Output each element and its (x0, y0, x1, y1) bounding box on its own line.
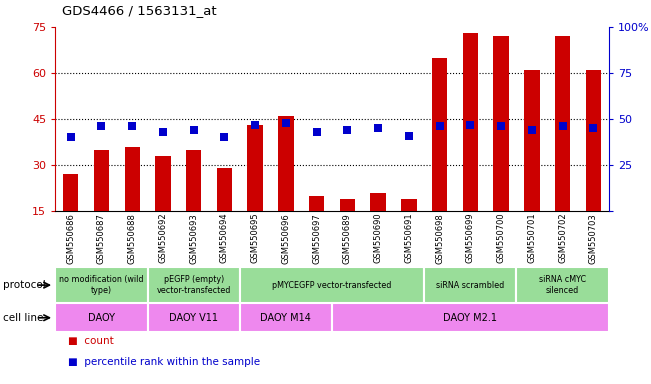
Text: ■  percentile rank within the sample: ■ percentile rank within the sample (68, 357, 260, 367)
Text: GSM550697: GSM550697 (312, 213, 321, 264)
Text: GSM550702: GSM550702 (558, 213, 567, 263)
Bar (424, 267, 516, 303)
Text: GSM550690: GSM550690 (374, 213, 383, 263)
Bar (401, 199, 417, 211)
Text: siRNA scrambled: siRNA scrambled (436, 281, 505, 290)
Bar (309, 196, 324, 211)
Point (527, 127, 537, 133)
Bar (94, 150, 109, 211)
Bar (493, 36, 509, 211)
Text: GSM550689: GSM550689 (343, 213, 352, 264)
Text: pEGFP (empty)
vector-transfected: pEGFP (empty) vector-transfected (156, 275, 231, 295)
Text: no modification (wild
type): no modification (wild type) (59, 275, 144, 295)
Point (127, 123, 137, 129)
Bar (332, 303, 609, 332)
Text: GSM550699: GSM550699 (466, 213, 475, 263)
Point (281, 120, 291, 126)
Bar (124, 147, 140, 211)
Bar (55, 303, 148, 332)
Point (588, 125, 598, 131)
Point (373, 125, 383, 131)
Text: DAOY: DAOY (88, 313, 115, 323)
Bar (278, 116, 294, 211)
Bar (524, 70, 540, 211)
Text: GSM550703: GSM550703 (589, 213, 598, 264)
Text: protocol: protocol (3, 280, 46, 290)
Text: GSM550701: GSM550701 (527, 213, 536, 263)
Bar (370, 193, 386, 211)
Text: GSM550687: GSM550687 (97, 213, 106, 264)
Text: GSM550686: GSM550686 (66, 213, 76, 264)
Text: siRNA cMYC
silenced: siRNA cMYC silenced (539, 275, 586, 295)
Bar (63, 174, 78, 211)
Text: DAOY M2.1: DAOY M2.1 (443, 313, 497, 323)
Text: ■  count: ■ count (68, 336, 114, 346)
Bar (516, 267, 609, 303)
Text: GSM550692: GSM550692 (158, 213, 167, 263)
Text: pMYCEGFP vector-transfected: pMYCEGFP vector-transfected (272, 281, 392, 290)
Bar (217, 168, 232, 211)
Text: GSM550695: GSM550695 (251, 213, 260, 263)
Point (96, 123, 107, 129)
Bar (463, 33, 478, 211)
Text: GSM550700: GSM550700 (497, 213, 506, 263)
Bar (340, 199, 355, 211)
Text: DAOY V11: DAOY V11 (169, 313, 218, 323)
Point (219, 134, 230, 141)
Text: GSM550688: GSM550688 (128, 213, 137, 264)
Point (404, 132, 414, 139)
Text: cell line: cell line (3, 313, 44, 323)
Point (250, 121, 260, 127)
Point (66, 134, 76, 141)
Point (557, 123, 568, 129)
Point (189, 127, 199, 133)
Bar (155, 156, 171, 211)
Point (434, 123, 445, 129)
Bar (240, 303, 332, 332)
Text: GDS4466 / 1563131_at: GDS4466 / 1563131_at (62, 4, 217, 17)
Bar (148, 303, 240, 332)
Text: GSM550691: GSM550691 (404, 213, 413, 263)
Text: DAOY M14: DAOY M14 (260, 313, 311, 323)
Bar (586, 70, 601, 211)
Text: GSM550694: GSM550694 (220, 213, 229, 263)
Bar (148, 267, 240, 303)
Bar (55, 267, 148, 303)
Bar (240, 267, 424, 303)
Bar (432, 58, 447, 211)
Point (311, 129, 322, 135)
Point (465, 121, 475, 127)
Text: GSM550693: GSM550693 (189, 213, 198, 264)
Bar (186, 150, 201, 211)
Bar (247, 125, 263, 211)
Point (342, 127, 353, 133)
Text: GSM550696: GSM550696 (281, 213, 290, 264)
Point (496, 123, 506, 129)
Bar (555, 36, 570, 211)
Point (158, 129, 168, 135)
Text: GSM550698: GSM550698 (435, 213, 444, 264)
